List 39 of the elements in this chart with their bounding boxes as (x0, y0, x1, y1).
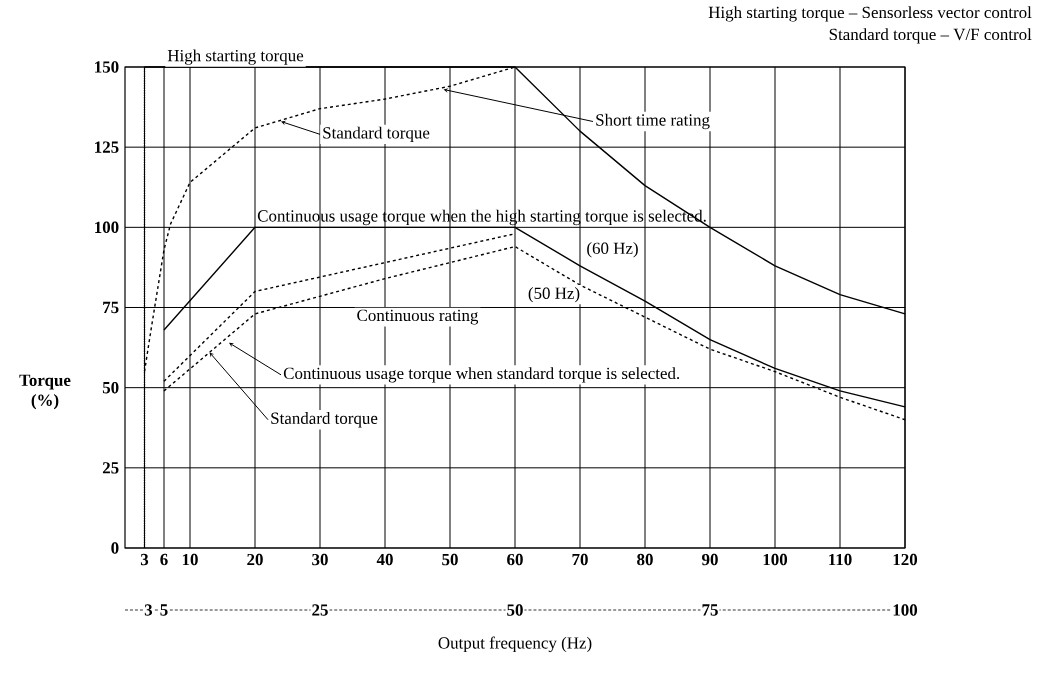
x2-tick-label: 5 (160, 604, 168, 616)
y-tick-label: 25 (102, 462, 119, 474)
x-tick-label: 120 (893, 553, 918, 566)
text: Standard torque – V/F control (829, 28, 1032, 44)
x-tick-label: 10 (182, 553, 198, 566)
annotation: (50 Hz) (528, 286, 580, 303)
text: High starting torque (167, 49, 304, 65)
x-tick-label: 40 (376, 553, 393, 566)
y-tick-label: 50 (102, 381, 119, 394)
y-tick-label: 0 (111, 542, 119, 554)
x2-tick-label: 100 (893, 604, 918, 616)
x2-tick-label: 3 (144, 604, 153, 616)
x-tick-label: 100 (763, 553, 788, 566)
annotation: (60 Hz) (587, 242, 638, 258)
x2-tick-label: 25 (312, 604, 328, 616)
annotation: Short time rating (596, 113, 710, 130)
annotation: Continuous rating (357, 309, 479, 325)
text: High starting torque – Sensorless vector control (708, 6, 1032, 22)
x-tick-label: 50 (442, 553, 458, 566)
x-tick-label: 90 (702, 553, 718, 566)
annotation: Continuous usage torque when standard torque is selected. (283, 367, 680, 383)
x-tick-label: 60 (507, 553, 523, 566)
y-axis-title: Torque (%) (19, 374, 71, 410)
annotation: Standard torque (323, 126, 430, 143)
x-tick-label: 30 (312, 553, 328, 566)
y-tick-label: 100 (95, 221, 119, 234)
x-axis-title: Output frequency (Hz) (438, 636, 592, 653)
x-tick-label: 3 (140, 553, 149, 566)
annotation: Standard torque (271, 412, 378, 428)
x-tick-label: 110 (829, 553, 852, 566)
y-tick-label: 150 (95, 61, 119, 73)
x-tick-label: 20 (247, 553, 263, 566)
x-tick-label: 80 (637, 553, 653, 566)
y-tick-label: 125 (95, 141, 119, 153)
x2-tick-label: 50 (507, 604, 523, 616)
x-tick-label: 70 (572, 553, 588, 566)
y-tick-label: 75 (103, 301, 119, 314)
x2-tick-label: 75 (702, 604, 718, 616)
x-tick-label: 6 (160, 553, 168, 566)
